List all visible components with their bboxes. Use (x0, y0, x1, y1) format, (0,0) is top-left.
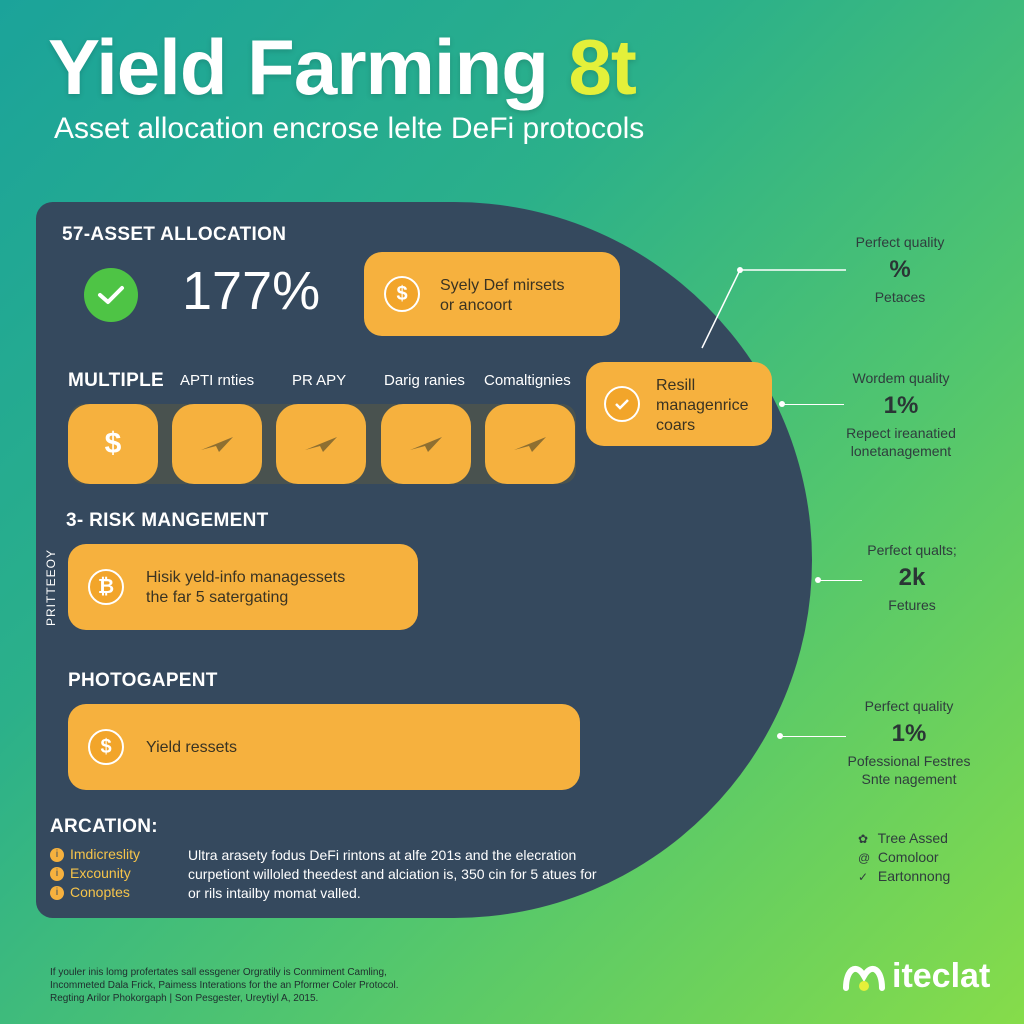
brand-logo[interactable]: iteclat (842, 956, 990, 996)
check-icon (84, 268, 138, 322)
column-label: Comaltignies (484, 372, 571, 389)
column-label: Darig ranies (384, 372, 465, 389)
brand-logo-icon (843, 965, 885, 991)
callout-4: Perfect quality 1% Pofessional Festres S… (836, 698, 982, 788)
tile-plane[interactable] (381, 404, 471, 484)
connector-line (818, 580, 862, 581)
photo-card[interactable]: $ Yield ressets (68, 704, 580, 790)
result-card-line3: coars (656, 417, 696, 434)
info-icon: i (50, 848, 64, 863)
tile-plane[interactable] (172, 404, 262, 484)
tile-plane[interactable] (485, 404, 575, 484)
tile-plane[interactable] (276, 404, 366, 484)
multiple-heading: MULTIPLE (68, 370, 164, 391)
result-card-line1: Resill (656, 377, 696, 394)
allocation-card[interactable]: $ Syely Def mirsets or ancoort (364, 252, 620, 336)
photo-heading: PHOTOGAPENT (68, 670, 218, 691)
callout-value: % (889, 256, 911, 283)
risk-card-line2: the far 5 satergating (146, 589, 289, 606)
callout-desc: Pofessional Festres Snte nagement (847, 753, 971, 787)
bitcoin-icon: ₿ (88, 569, 124, 605)
footer-line: Regting Arilor Phokorgaph | Son Pesgeste… (50, 993, 319, 1004)
allocation-card-line2: or ancoort (440, 297, 513, 314)
gear-icon: ✿ (858, 832, 869, 846)
column-label: APTI rnties (180, 372, 255, 389)
allocation-card-line1: Syely Def mirsets (440, 277, 565, 294)
callout-desc: Fetures (888, 597, 936, 613)
brand-name: iteclat (892, 956, 991, 995)
check-icon: ✓ (858, 870, 869, 884)
result-card[interactable]: Resill managenrice coars (586, 362, 772, 446)
callout-2: Wordem quality 1% Repect ireanatied lone… (826, 370, 976, 460)
callout-value: 1% (891, 720, 927, 747)
callout-quality: Perfect quality (855, 234, 945, 250)
photo-card-text: Yield ressets (146, 739, 237, 756)
info-icon: i (50, 867, 64, 882)
plane-icon (201, 437, 233, 452)
connector-dot (779, 401, 785, 407)
arcation-heading: ARCATION: (50, 816, 158, 837)
callout-desc: Repect ireanatied lonetanagement (846, 425, 956, 459)
footer-note: If youler inis lomg profertates sall ess… (50, 966, 510, 1005)
feature-item: @ Comoloor (858, 849, 939, 865)
legend-item: i Imdicreslity (50, 846, 140, 863)
feature-item: ✓ Eartonnong (858, 868, 951, 884)
callout-quality: Perfect quality (864, 698, 954, 714)
callout-quality: Perfect qualts; (867, 542, 957, 558)
dollar-icon: $ (88, 729, 124, 765)
check-icon (604, 386, 640, 422)
column-label: PR APY (292, 372, 347, 389)
allocation-percent: 177% (182, 261, 321, 321)
callout-1: Perfect quality % Petaces (830, 234, 970, 306)
page-title: Yield Farming 8t (48, 22, 637, 113)
tile-dollar[interactable]: $ (68, 404, 158, 484)
callout-value: 1% (883, 392, 919, 419)
feature-item: ✿ Tree Assed (858, 830, 948, 846)
footer-line: Incommeted Dala Frick, Paimess Interatio… (50, 980, 399, 991)
info-icon: i (50, 886, 64, 901)
callout-3: Perfect qualts; 2k Fetures (842, 542, 982, 614)
plane-icon (410, 437, 442, 452)
callout-quality: Wordem quality (852, 370, 950, 386)
risk-heading: 3- RISK MANGEMENT (66, 510, 269, 531)
arcation-text: Ultra arasety fodus DeFi rintons at alfe… (188, 847, 597, 901)
legend-item: i Conoptes (50, 884, 130, 901)
dollar-icon: $ (384, 276, 420, 312)
side-label: PRITTEEOY (44, 548, 58, 626)
at-icon: @ (858, 851, 871, 865)
footer-line: If youler inis lomg profertates sall ess… (50, 967, 387, 978)
dollar-icon: $ (104, 427, 122, 460)
connector-line (701, 267, 846, 349)
risk-card-line1: Hisik yeld-info managessets (146, 569, 346, 586)
plane-icon (514, 437, 546, 452)
risk-card[interactable]: ₿ Hisik yeld-info managessets the far 5 … (68, 544, 418, 630)
connector-line (780, 736, 846, 737)
connector-line (782, 404, 844, 405)
connector-dot (815, 577, 821, 583)
callout-value: 2k (898, 564, 926, 591)
callout-desc: Petaces (874, 289, 926, 305)
result-card-line2: managenrice (656, 397, 749, 414)
page-subtitle: Asset allocation encrose lelte DeFi prot… (54, 112, 645, 145)
connector-dot (777, 733, 783, 739)
allocation-heading: 57-ASSET ALLOCATION (62, 224, 287, 245)
title-accent: 8t (568, 23, 637, 111)
plane-icon (305, 437, 337, 452)
title-main: Yield Farming (48, 23, 549, 111)
legend-item: i Excounity (50, 865, 131, 882)
